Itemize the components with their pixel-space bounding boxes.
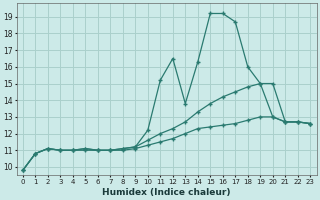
X-axis label: Humidex (Indice chaleur): Humidex (Indice chaleur) (102, 188, 231, 197)
